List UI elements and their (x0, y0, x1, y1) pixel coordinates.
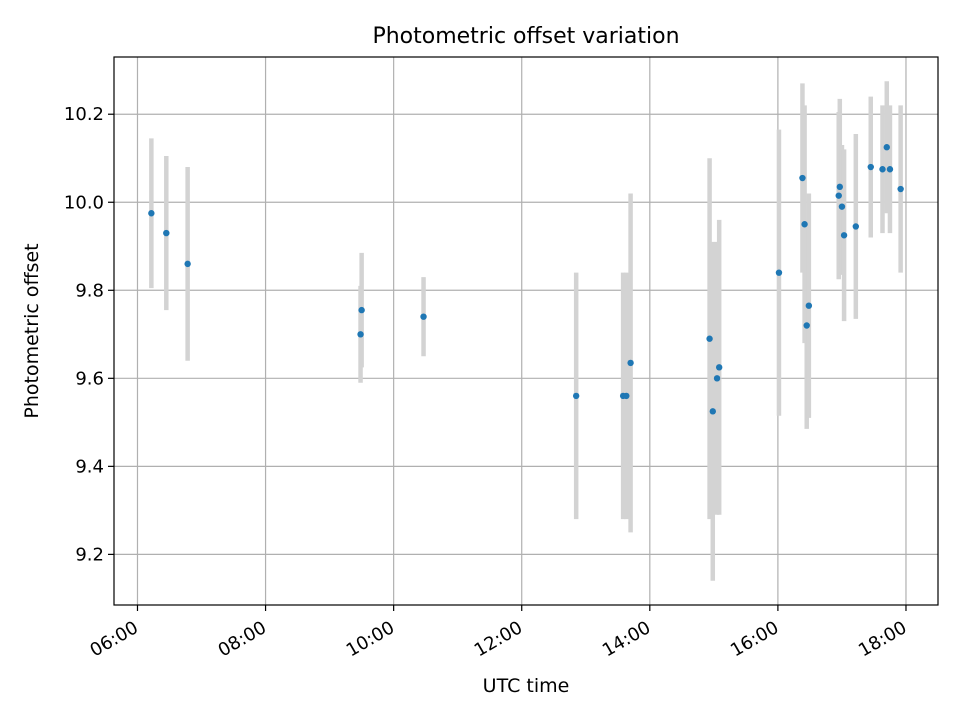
data-point (775, 269, 783, 276)
data-points (148, 144, 904, 415)
y-axis-label: Photometric offset (21, 243, 43, 418)
data-point (358, 306, 365, 314)
data-point (420, 313, 427, 320)
data-point (715, 364, 723, 371)
data-point (805, 302, 813, 309)
chart-title: Photometric offset variation (372, 24, 679, 49)
grid (114, 57, 938, 605)
data-point (799, 174, 806, 182)
data-point (879, 166, 886, 173)
y-tick-label: 10.2 (64, 104, 104, 125)
y-tick-label: 9.4 (75, 456, 104, 477)
data-point (840, 232, 848, 239)
data-point (803, 322, 810, 329)
data-point (886, 166, 894, 173)
y-tick-label: 10.0 (64, 192, 104, 213)
data-point (883, 144, 890, 151)
data-point (835, 192, 842, 199)
y-tick-label: 9.2 (75, 544, 104, 565)
data-point (148, 210, 155, 217)
data-point (867, 163, 874, 171)
data-point (852, 223, 860, 230)
data-point (897, 185, 904, 193)
y-tick-label: 9.8 (75, 280, 104, 301)
data-point (572, 392, 580, 400)
plot-frame (113, 56, 939, 606)
data-point (836, 183, 844, 191)
data-point (801, 221, 808, 228)
x-axis-label: UTC time (483, 675, 570, 697)
data-point (709, 408, 716, 415)
data-point (163, 229, 170, 237)
data-point (623, 392, 630, 400)
plot-area (114, 57, 938, 605)
data-point (184, 260, 191, 268)
y-tick-label: 9.6 (75, 368, 104, 389)
data-point (357, 331, 364, 338)
data-point (706, 335, 713, 342)
data-point (713, 375, 721, 382)
data-point (838, 203, 846, 210)
data-point (627, 359, 634, 367)
